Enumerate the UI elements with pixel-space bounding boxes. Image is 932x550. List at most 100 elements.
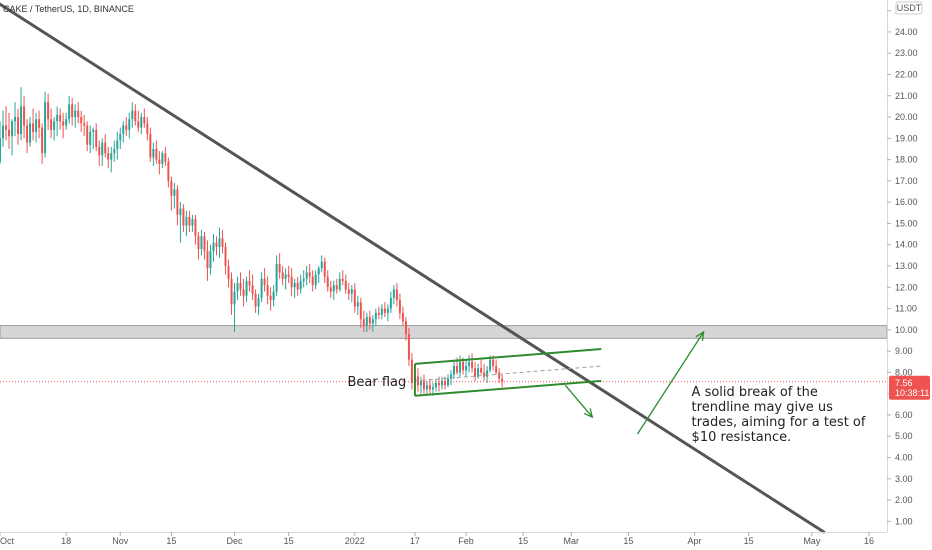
candle-body: [155, 148, 158, 160]
candle: [65, 112, 68, 130]
candle-body: [62, 121, 65, 126]
x-tick-label: Dec: [227, 536, 244, 546]
candle-body: [350, 289, 353, 294]
x-tick-label: 15: [744, 536, 754, 546]
y-tick: 23.00: [887, 48, 918, 58]
candle: [20, 87, 23, 141]
candle: [299, 274, 302, 294]
candle-body: [14, 117, 17, 122]
x-axis-ticks: Oct 18 Nov 15 Dec 15 2022 17 Feb 15 Mar 15 Apr 15 May 1…: [0, 532, 874, 546]
candle-body: [203, 236, 206, 252]
price-badge-countdown: 10:38:11: [895, 388, 929, 398]
candle-body: [221, 238, 224, 247]
x-tick: Mar: [564, 532, 579, 546]
x-tick-label: 15: [623, 536, 633, 546]
candle-body: [356, 302, 359, 307]
arrow-up[interactable]: [636, 330, 705, 435]
candle: [495, 359, 498, 375]
candle: [83, 114, 86, 137]
y-tick: 5.00: [887, 431, 913, 441]
candle: [317, 266, 320, 284]
candle-body: [29, 123, 32, 143]
candle-body: [293, 283, 296, 288]
candle-body: [456, 366, 459, 373]
candle-body: [119, 134, 122, 141]
currency-badge-label: USDT: [897, 3, 922, 13]
candle-body: [404, 321, 407, 335]
candle: [212, 234, 215, 262]
axes[interactable]: 1.002.003.004.005.006.007.008.009.0010.0…: [0, 0, 918, 546]
candle: [8, 112, 11, 149]
candle: [62, 112, 65, 139]
resistance-zone-rect[interactable]: [0, 325, 888, 339]
candle: [35, 112, 38, 143]
candle-body: [311, 276, 314, 286]
candle-body: [344, 280, 347, 290]
x-tick: 15: [623, 532, 633, 546]
candle-body: [444, 380, 447, 386]
candle-body: [158, 159, 161, 164]
candle: [350, 285, 353, 303]
candle: [305, 266, 308, 286]
y-tick: 3.00: [887, 474, 913, 484]
candle-body: [47, 102, 50, 120]
candle-body: [495, 366, 498, 373]
candle: [140, 112, 143, 135]
candle: [185, 210, 188, 237]
candle: [353, 283, 356, 313]
x-tick-label: 17: [410, 536, 420, 546]
y-tick-label: 10.00: [895, 325, 918, 335]
y-tick: 13.00: [887, 261, 918, 271]
candle-body: [254, 293, 257, 307]
arrow-down[interactable]: [564, 384, 594, 419]
x-tick: 15: [744, 532, 754, 546]
candle-body: [314, 274, 317, 286]
y-tick-label: 1.00: [895, 516, 913, 526]
candle-body: [164, 153, 167, 162]
bear-flag-lower-line[interactable]: [414, 379, 602, 397]
candle: [422, 374, 425, 394]
candle-body: [447, 378, 450, 386]
candle: [191, 214, 194, 232]
candle-body: [239, 283, 242, 290]
candle: [386, 304, 389, 322]
candle-body: [281, 272, 284, 279]
candle-body: [380, 308, 383, 315]
candle-body: [431, 387, 434, 390]
currency-badge-box: [895, 1, 923, 15]
candle-body: [353, 289, 356, 307]
candle: [380, 304, 383, 320]
candle-body: [368, 317, 371, 324]
candle-body: [374, 312, 377, 320]
candle-body: [437, 383, 440, 386]
candle: [347, 283, 350, 301]
descending-trendline[interactable]: [0, 2, 826, 534]
y-tick: 11.00: [887, 304, 917, 314]
x-tick-label: Oct: [0, 536, 15, 546]
candle-body: [492, 359, 495, 367]
candle: [2, 110, 5, 147]
candle-body: [224, 246, 227, 266]
candle: [251, 274, 254, 301]
annotation-line: A solid break of the: [692, 385, 818, 400]
drawings[interactable]: [0, 2, 887, 534]
candle: [338, 272, 341, 292]
x-tick-label: 18: [61, 536, 71, 546]
candle: [56, 106, 59, 137]
candle: [377, 306, 380, 320]
x-tick-label: Feb: [458, 536, 474, 546]
candle-body: [305, 272, 308, 279]
currency-badge: USDT: [895, 1, 923, 15]
y-tick-label: 8.00: [895, 367, 913, 377]
resistance-zone[interactable]: [0, 325, 888, 339]
candle-body: [209, 251, 212, 269]
candle-body: [245, 280, 248, 296]
candle-body: [74, 110, 77, 118]
candle-body: [122, 125, 125, 135]
candle: [359, 297, 362, 328]
x-tick: 2022: [345, 532, 365, 546]
bear-flag-upper-line[interactable]: [414, 347, 602, 365]
